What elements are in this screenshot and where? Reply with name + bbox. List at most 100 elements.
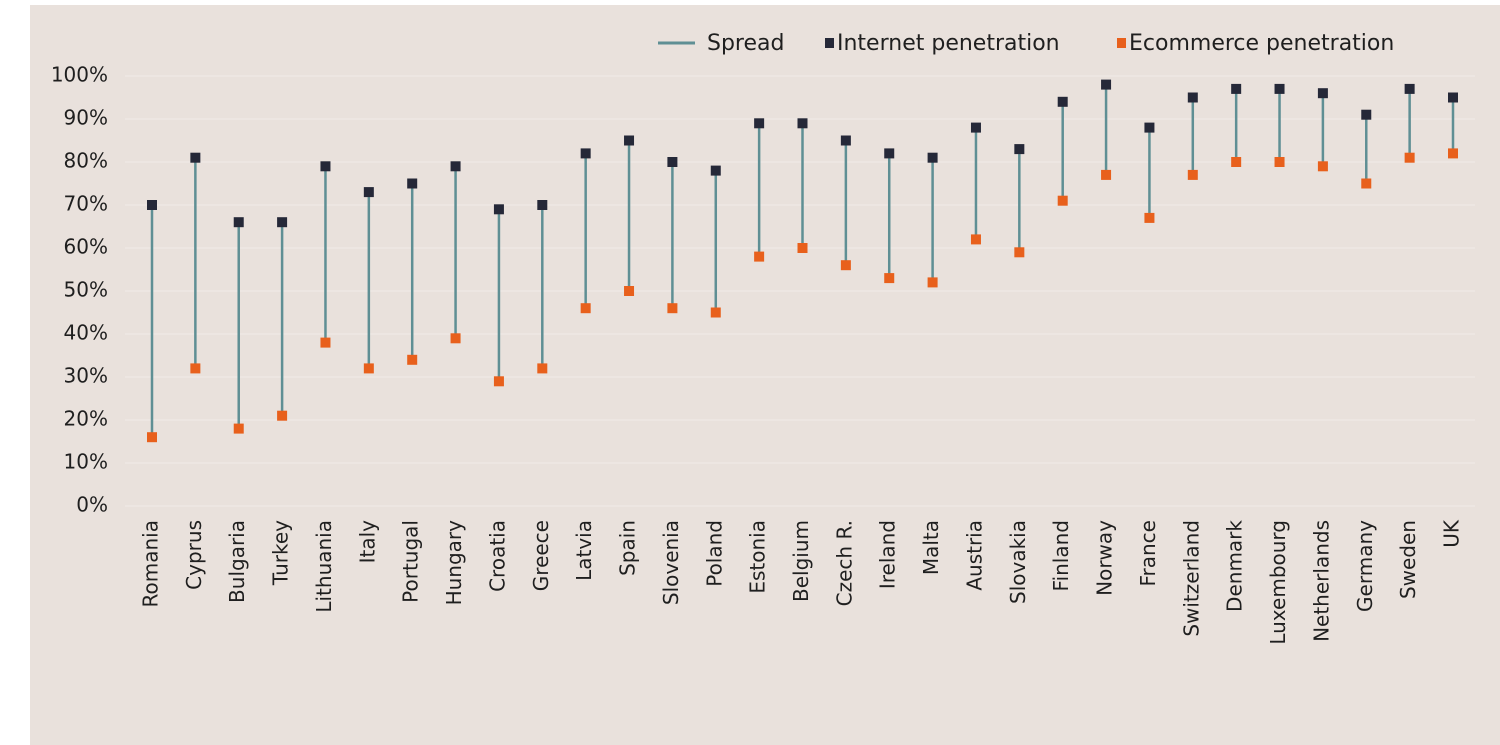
x-tick-label: Greece: [529, 520, 553, 591]
point: [1404, 83, 1415, 94]
point: [840, 135, 851, 146]
point: [363, 363, 374, 374]
point: [1101, 79, 1112, 90]
point: [840, 260, 851, 271]
x-tick-label: Lithuania: [312, 520, 336, 613]
y-tick-label: 100%: [51, 63, 108, 87]
point: [667, 157, 678, 167]
point: [970, 122, 981, 133]
x-tick-label: Estonia: [746, 520, 770, 594]
point: [320, 161, 331, 172]
point: [493, 376, 504, 387]
y-tick-label: 80%: [64, 149, 108, 173]
point: [667, 303, 678, 314]
x-tick-label: Croatia: [485, 520, 509, 592]
point: [1448, 92, 1458, 103]
point: [277, 217, 288, 228]
point: [233, 217, 244, 228]
x-tick-label: Latvia: [572, 520, 596, 581]
point: [1014, 247, 1025, 258]
x-tick-label: Hungary: [442, 520, 466, 606]
legend-label: Internet penetration: [837, 31, 1060, 56]
x-tick-label: Denmark: [1223, 520, 1247, 612]
point: [407, 354, 418, 365]
y-tick-label: 30%: [64, 364, 108, 388]
legend-label: Ecommerce penetration: [1129, 31, 1394, 56]
point: [1274, 83, 1285, 94]
point: [1361, 109, 1372, 120]
x-tick-label: Portugal: [399, 520, 423, 603]
point: [1317, 161, 1328, 172]
point: [1187, 92, 1198, 103]
point: [710, 165, 721, 176]
point: [1448, 148, 1458, 159]
x-tick-label: Luxembourg: [1266, 520, 1290, 645]
point: [797, 243, 808, 253]
point: [450, 161, 461, 172]
point: [1231, 157, 1242, 167]
point: [927, 277, 938, 288]
legend-swatch: [1117, 38, 1126, 48]
point: [190, 363, 201, 374]
y-tick-label: 50%: [64, 278, 108, 302]
x-tick-label: Bulgaria: [225, 520, 249, 603]
x-tick-label: Romania: [139, 520, 163, 607]
x-tick-label: Malta: [919, 520, 943, 575]
point: [580, 148, 591, 159]
x-tick-label: Slovenia: [659, 520, 683, 605]
point: [363, 187, 374, 198]
x-tick-label: Poland: [702, 520, 726, 587]
y-tick-label: 40%: [64, 321, 108, 345]
point: [277, 410, 288, 421]
point: [624, 135, 635, 146]
point: [884, 148, 895, 159]
point: [1014, 144, 1025, 155]
point: [147, 432, 157, 443]
point: [710, 307, 721, 318]
chart-background: [30, 5, 1500, 745]
point: [1361, 178, 1372, 189]
point: [1057, 96, 1068, 107]
y-tick-label: 20%: [64, 407, 108, 431]
y-tick-label: 0%: [76, 493, 108, 517]
x-tick-label: Belgium: [789, 520, 813, 602]
point: [450, 333, 461, 344]
point: [1317, 88, 1328, 99]
x-tick-label: Netherlands: [1309, 520, 1333, 642]
point: [1187, 169, 1198, 180]
point: [1404, 152, 1415, 163]
x-tick-label: France: [1136, 520, 1160, 587]
y-tick-label: 10%: [64, 450, 108, 474]
point: [970, 234, 981, 245]
point: [537, 200, 548, 210]
point: [624, 286, 635, 296]
x-tick-label: Germany: [1353, 520, 1377, 612]
point: [147, 200, 157, 210]
point: [190, 152, 201, 163]
legend-label: Spread: [707, 31, 784, 56]
point: [580, 303, 591, 314]
x-tick-label: Finland: [1049, 520, 1073, 591]
point: [927, 152, 938, 163]
x-tick-label: Cyprus: [182, 520, 206, 590]
x-tick-label: Italy: [355, 520, 379, 564]
x-tick-label: Sweden: [1396, 520, 1420, 599]
point: [233, 423, 244, 434]
point: [1144, 212, 1155, 223]
point: [1231, 83, 1242, 94]
point: [884, 273, 895, 284]
point: [1274, 157, 1285, 167]
point: [754, 251, 765, 262]
x-tick-label: Slovakia: [1006, 520, 1030, 604]
x-tick-label: Turkey: [269, 520, 293, 586]
point: [1057, 195, 1068, 206]
point: [754, 118, 765, 129]
point: [320, 337, 331, 348]
y-tick-label: 90%: [64, 106, 108, 130]
point: [1101, 169, 1112, 180]
x-tick-label: UK: [1440, 519, 1464, 548]
point: [407, 178, 418, 189]
x-tick-label: Austria: [962, 520, 986, 591]
point: [797, 118, 808, 129]
